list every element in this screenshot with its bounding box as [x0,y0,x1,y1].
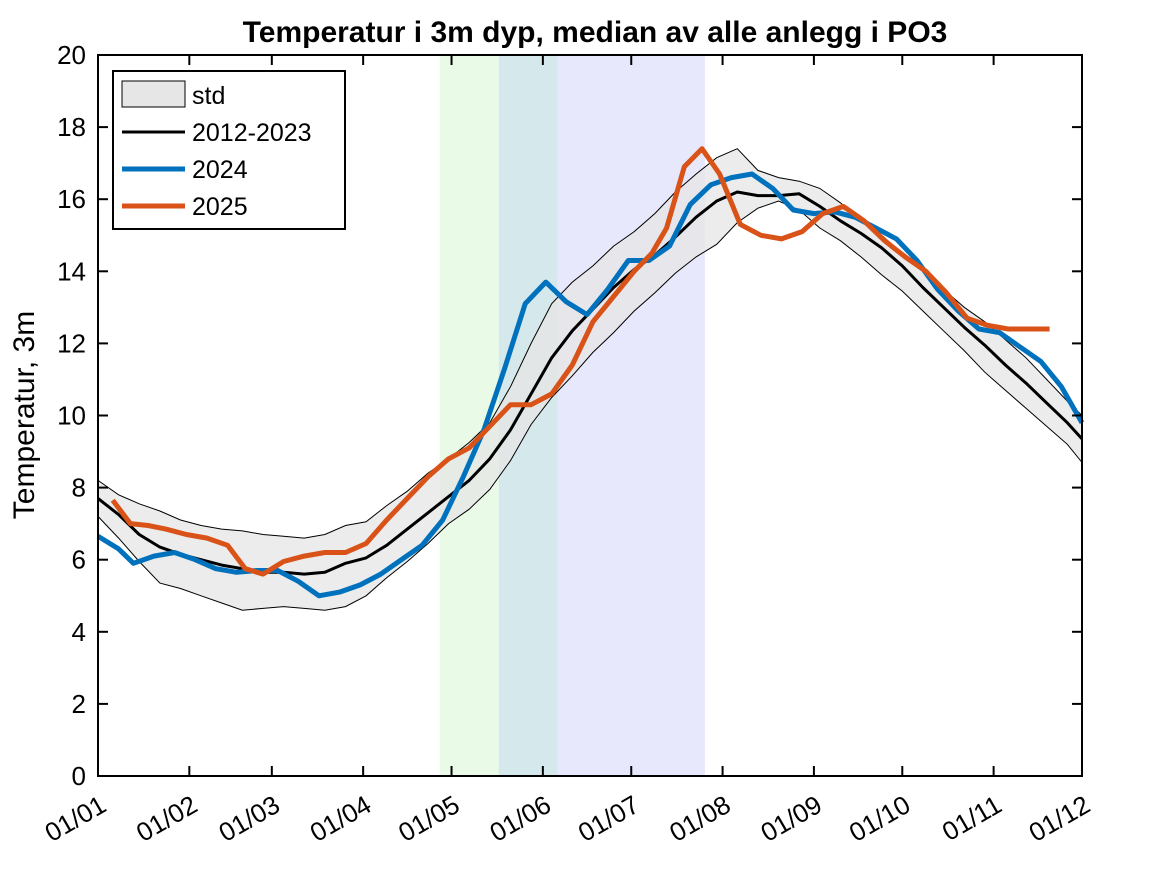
y-tick-label: 8 [72,473,86,503]
y-tick-label: 6 [72,545,86,575]
chart-title: Temperatur i 3m dyp, median av alle anle… [243,16,948,49]
legend-label-2025: 2025 [192,193,248,221]
y-tick-label: 0 [72,761,86,791]
y-tick-label: 20 [57,40,86,70]
x-tick-label: 01/03 [213,789,284,848]
y-tick-label: 12 [57,328,86,358]
legend-label-2024: 2024 [192,156,248,184]
x-tick-label: 01/09 [756,789,827,848]
x-tick-label: 01/11 [937,789,1007,847]
series-layer [96,146,1085,599]
x-tick-label: 01/07 [573,789,644,848]
shaded-periods [439,55,705,776]
y-tick-label: 14 [57,256,86,286]
y-tick-label: 16 [57,184,86,214]
y-tick-label: 2 [72,689,86,719]
x-tick-label: 01/01 [40,789,111,848]
x-tick-label: 01/06 [485,789,556,848]
legend: std 2012-2023 2024 2025 [112,70,346,230]
y-axis-ticks: 0 2 4 6 8 10 12 14 16 18 20 [57,40,1082,791]
x-tick-label: 01/12 [1024,789,1095,848]
x-tick-label: 01/02 [131,789,202,848]
legend-label-2012-2023: 2012-2023 [192,119,312,147]
y-tick-label: 18 [57,112,86,142]
x-tick-label: 01/04 [305,789,376,848]
series-line-2025 [110,146,1050,577]
y-tick-label: 4 [72,617,86,647]
legend-swatch-std [121,80,186,108]
x-tick-label: 01/08 [664,789,735,848]
y-tick-label: 10 [57,401,86,431]
legend-label-std: std [192,82,225,110]
shaded-period-3 [557,55,705,776]
y-axis-label: Temperatur, 3m [8,311,41,519]
x-tick-label: 01/05 [393,789,464,848]
x-tick-label: 01/10 [844,789,915,848]
